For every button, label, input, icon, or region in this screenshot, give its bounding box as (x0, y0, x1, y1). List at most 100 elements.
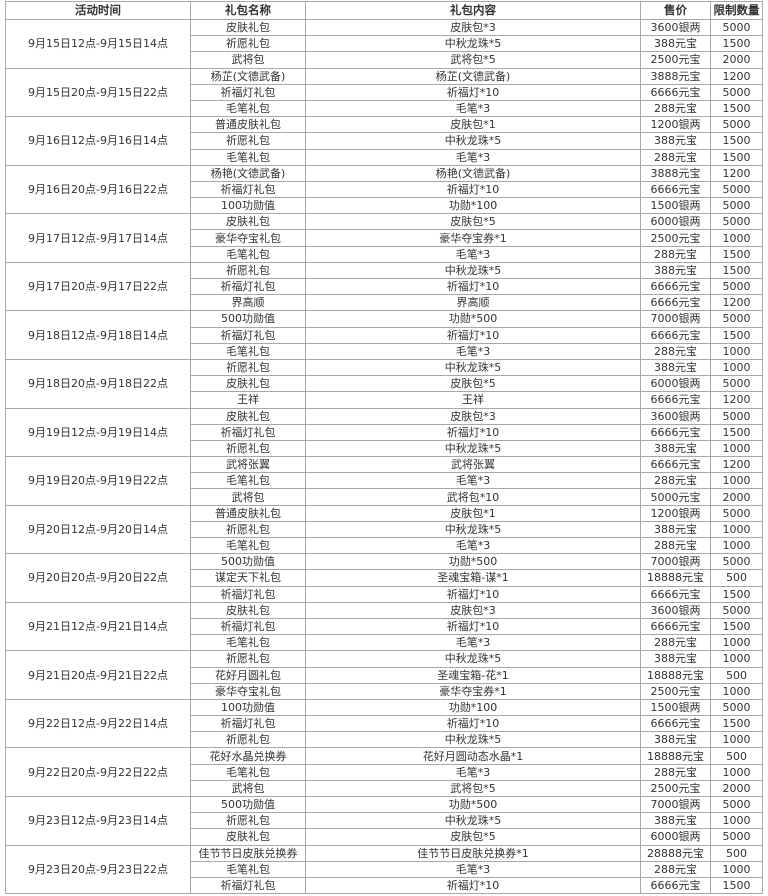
pack-name-cell: 皮肤礼包 (190, 407, 306, 425)
pack-name-cell: 毛笔礼包 (190, 763, 306, 781)
pack-name-cell: 豪华夺宝礼包 (190, 229, 306, 247)
table-row: 毛笔礼包 毛笔*3 288元宝 1000 (6, 472, 763, 490)
price-cell: 3600银两 (640, 18, 711, 37)
table-row: 9月18日20点-9月18日22点 祈愿礼包 中秋龙珠*5 388元宝 1000 (5, 358, 763, 409)
limit-cell: 1000 (710, 634, 763, 652)
time-cell: 9月15日20点-9月15日22点 (5, 67, 191, 118)
limit-cell: 1500 (710, 132, 763, 150)
pack-name-cell: 祈福灯礼包 (190, 617, 306, 636)
pack-content-cell: 祈福灯*10 (305, 715, 641, 733)
pack-content-cell: 皮肤包*3 (305, 18, 641, 37)
limit-cell: 500 (710, 666, 763, 684)
pack-content-cell: 圣魂宝箱-谋*1 (305, 569, 641, 587)
limit-cell: 5000 (710, 213, 763, 231)
table-row: 祈福灯礼包 祈福灯*10 6666元宝 1500 (6, 617, 763, 636)
pack-name-cell: 祈福灯礼包 (190, 180, 306, 199)
table-row: 9月23日12点-9月23日14点 500功勋值 功勋*500 7000银两 5000 (5, 795, 763, 846)
table-row: 9月20日12点-9月20日14点 普通皮肤礼包 皮肤包*1 1200银两 5000 (5, 504, 763, 555)
table-row: 祈福灯礼包 祈福灯*10 6666元宝 5000 (6, 83, 763, 101)
table-row: 毛笔礼包 毛笔*3 288元宝 1000 (6, 536, 763, 555)
table-row: 9月15日12点-9月15日14点 皮肤礼包 皮肤包*3 3600银两 5000 (5, 18, 763, 69)
limit-cell: 1500 (710, 326, 763, 344)
table-row: 毛笔礼包 毛笔*3 288元宝 1500 (6, 148, 763, 166)
limit-cell: 5000 (710, 83, 763, 101)
pack-name-cell: 毛笔礼包 (190, 860, 306, 878)
pack-name-cell: 祈福灯礼包 (190, 423, 306, 441)
price-cell: 388元宝 (640, 520, 711, 539)
table-row: 祈福灯礼包 祈福灯*10 6666元宝 1500 (6, 585, 763, 603)
price-cell: 18888元宝 (640, 569, 711, 587)
pack-name-cell: 祈福灯礼包 (190, 326, 306, 344)
header-pack-name: 礼包名称 (190, 1, 306, 20)
time-cell: 9月16日20点-9月16日22点 (5, 164, 191, 215)
pack-name-cell: 祈愿礼包 (190, 812, 306, 830)
pack-content-cell: 功勋*100 (305, 698, 641, 717)
price-cell: 2500元宝 (640, 682, 711, 700)
pack-name-cell: 普通皮肤礼包 (190, 504, 306, 522)
price-cell: 7000银两 (640, 553, 711, 571)
limit-cell: 1000 (710, 342, 763, 360)
pack-name-cell: 毛笔礼包 (190, 536, 306, 555)
pack-content-cell: 皮肤包*3 (305, 407, 641, 425)
pack-content-cell: 祈福灯*10 (305, 180, 641, 199)
table-row: 祈福灯礼包 祈福灯*10 6666元宝 5000 (6, 180, 763, 199)
table-row: 皮肤礼包 皮肤包*5 6000银两 5000 (6, 375, 763, 393)
pack-content-cell: 杨芷(文德武备) (305, 67, 641, 85)
price-cell: 1500银两 (640, 698, 711, 717)
time-cell: 9月21日12点-9月21日14点 (5, 601, 191, 652)
price-cell: 388元宝 (640, 812, 711, 830)
price-cell: 6666元宝 (640, 391, 711, 409)
time-cell: 9月15日12点-9月15日14点 (5, 19, 191, 69)
price-cell: 2500元宝 (640, 779, 711, 798)
pack-content-cell: 祈福灯*10 (305, 326, 641, 344)
pack-name-cell: 皮肤礼包 (190, 601, 306, 619)
pack-content-cell: 毛笔*3 (305, 763, 641, 781)
time-cell: 9月20日20点-9月20日22点 (5, 553, 191, 603)
pack-content-cell: 祈福灯*10 (305, 83, 641, 101)
pack-content-cell: 中秋龙珠*5 (305, 132, 641, 150)
limit-cell: 1200 (710, 67, 763, 85)
time-cell: 9月23日20点-9月23日22点 (5, 844, 191, 895)
time-cell: 9月22日12点-9月22日14点 (5, 698, 191, 749)
time-cell: 9月19日20点-9月19日22点 (5, 456, 191, 506)
pack-name-cell: 毛笔礼包 (190, 148, 306, 166)
limit-cell: 5000 (710, 504, 763, 522)
time-cell: 9月18日20点-9月18日22点 (5, 358, 191, 409)
price-cell: 28888元宝 (640, 844, 711, 862)
pack-name-cell: 500功勋值 (190, 795, 306, 814)
limit-cell: 5000 (710, 795, 763, 814)
price-cell: 7000银两 (640, 795, 711, 814)
limit-cell: 1000 (710, 472, 763, 490)
table-row: 9月17日12点-9月17日14点 皮肤礼包 皮肤包*5 6000银两 5000 (5, 213, 763, 263)
pack-content-cell: 圣魂宝箱-花*1 (305, 666, 641, 684)
pack-content-cell: 武将张翼 (305, 456, 641, 474)
pack-content-cell: 武将包*10 (305, 488, 641, 506)
limit-cell: 1000 (710, 439, 763, 458)
price-cell: 288元宝 (640, 763, 711, 781)
price-cell: 388元宝 (640, 132, 711, 150)
table-row: 9月21日20点-9月21日22点 祈愿礼包 中秋龙珠*5 388元宝 1000 (5, 650, 763, 700)
price-cell: 388元宝 (640, 439, 711, 458)
pack-content-cell: 佳节节日皮肤兑换券*1 (305, 844, 641, 862)
price-cell: 388元宝 (640, 650, 711, 668)
limit-cell: 1500 (710, 99, 763, 118)
price-cell: 288元宝 (640, 634, 711, 652)
limit-cell: 1500 (710, 245, 763, 263)
table-row: 毛笔礼包 毛笔*3 288元宝 1500 (6, 245, 763, 263)
pack-content-cell: 祈福灯*10 (305, 617, 641, 636)
pack-name-cell: 100功勋值 (190, 197, 306, 215)
price-cell: 6000银两 (640, 375, 711, 393)
limit-cell: 5000 (710, 375, 763, 393)
price-cell: 2500元宝 (640, 51, 711, 69)
pack-content-cell: 毛笔*3 (305, 472, 641, 490)
price-cell: 6666元宝 (640, 456, 711, 474)
table-row: 祈愿礼包 中秋龙珠*5 388元宝 1000 (6, 731, 763, 749)
time-cell: 9月21日20点-9月21日22点 (5, 650, 191, 700)
pack-content-cell: 王祥 (305, 391, 641, 409)
price-cell: 3888元宝 (640, 67, 711, 85)
limit-cell: 5000 (710, 18, 763, 37)
pack-content-cell: 毛笔*3 (305, 536, 641, 555)
pack-name-cell: 皮肤礼包 (190, 828, 306, 846)
pack-content-cell: 毛笔*3 (305, 245, 641, 263)
table-row: 花好月圆礼包 圣魂宝箱-花*1 18888元宝 500 (6, 666, 763, 684)
